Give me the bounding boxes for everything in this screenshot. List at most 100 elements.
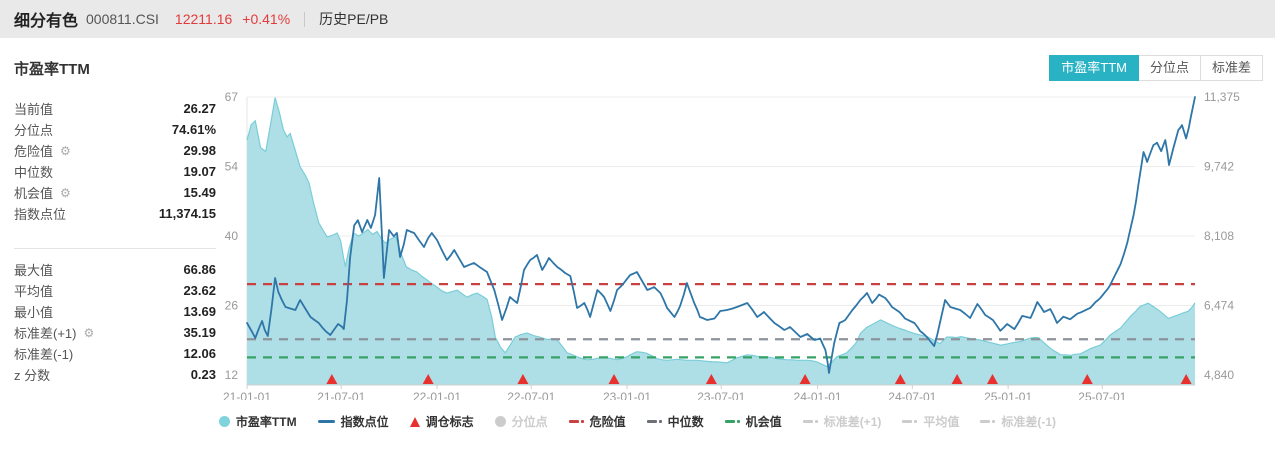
index-name: 细分有色 [14,13,79,30]
x-tick-label: 22-07-01 [507,390,555,400]
legend-label: 平均值 [923,415,960,429]
x-tick-label: 21-07-01 [317,390,365,400]
legend-item[interactable]: 标准差(-1) [980,413,1056,430]
rebalance-triangle-icon[interactable] [1180,374,1192,384]
stat-value: 23.62 [183,283,216,298]
y-axis-labels: 67 11,375 54 9,742 40 8,108 26 6,474 12 4,840 [225,90,1240,382]
legend-marker [902,420,918,423]
legend-marker [494,416,506,427]
left-axis-tick: 54 [225,160,239,174]
rebalance-triangle-icon[interactable] [799,374,811,384]
legend-label: 危险值 [589,415,626,429]
gear-icon[interactable]: ⚙ [60,143,71,158]
stat-label: 分位点 [14,123,54,138]
legend-item[interactable]: 市盈率TTM [218,413,297,430]
stat-row: 分位点 74.61% [14,119,216,140]
legend-label: 市盈率TTM [235,415,297,429]
legend-marker [568,420,584,423]
rebalance-triangle-icon[interactable] [422,374,434,384]
left-axis-tick: 26 [225,299,239,313]
stat-label: z 分数 [14,368,51,383]
legend-marker [218,416,230,427]
rebalance-triangle-icon[interactable] [1081,374,1093,384]
legend-marker [409,416,420,427]
legend-item[interactable]: 中位数 [646,413,704,430]
stat-row: 最大值 66.86 [14,259,216,280]
rebalance-triangle-icon[interactable] [517,374,529,384]
breadcrumb-history-pepb: 历史PE/PB [319,11,389,27]
stat-value: 13.69 [183,304,216,319]
stat-value: 29.98 [183,143,216,158]
index-code: 000811.CSI [86,11,159,27]
legend-item[interactable]: 指数点位 [317,413,389,430]
reference-lines [247,283,1195,359]
chart-legend: 市盈率TTM 指数点位 调仓标志 分位点 危险值 中位数 机会值 标准差(+1) 平均值 标准差(… [0,413,1275,430]
stat-label: 机会值 ⚙ [14,185,71,202]
left-axis-tick: 12 [225,368,239,382]
rebalance-triangle-icon[interactable] [705,374,717,384]
stat-value: 35.19 [183,325,216,340]
left-axis-tick: 40 [225,229,239,243]
x-tick-label: 25-01-01 [984,390,1032,400]
tab-stddev[interactable]: 标准差 [1200,55,1263,81]
legend-label: 调仓标志 [425,415,474,429]
gear-icon[interactable]: ⚙ [60,185,71,200]
right-axis-tick: 9,742 [1204,160,1234,174]
tab-quantile[interactable]: 分位点 [1138,55,1201,81]
x-tick-label: 23-01-01 [603,390,651,400]
legend-label: 标准差(-1) [1001,415,1057,429]
legend-item[interactable]: 调仓标志 [409,413,474,430]
stat-label: 平均值 [14,284,54,299]
stat-label: 最大值 [14,263,54,278]
x-tick-label: 22-01-01 [413,390,461,400]
index-price: 12211.16 [174,11,233,27]
legend-item[interactable]: 平均值 [902,413,959,430]
stat-row: 危险值 ⚙ 29.98 [14,140,216,161]
right-axis-tick: 11,375 [1204,90,1240,104]
stat-label: 最小值 [14,305,54,320]
stat-label: 指数点位 [14,207,67,222]
gear-icon[interactable]: ⚙ [83,325,95,340]
stat-value: 15.49 [183,185,216,200]
x-axis: 21-01-01 21-07-01 22-01-01 22-07-01 23-01-01… [223,384,1195,404]
rebalance-triangle-icon[interactable] [608,374,620,384]
stat-row: 平均值 23.62 [14,280,216,301]
rebalance-triangle-icon[interactable] [951,374,963,384]
tab-pe-ttm[interactable]: 市盈率TTM [1049,55,1139,81]
index-line-series [246,96,1196,374]
stat-value: 74.61% [171,122,216,137]
legend-label: 中位数 [667,415,704,429]
metric-tab-switcher: 市盈率TTM 分位点 标准差 [1049,55,1263,81]
rebalance-triangle-icon[interactable] [326,374,338,384]
chart-canvas[interactable]: 21-01-01 21-07-01 22-01-01 22-07-01 23-01-01… [0,90,1275,404]
stat-value: 66.86 [183,262,216,277]
legend-label: 标准差(+1) [823,415,882,429]
pe-ttm-chart[interactable]: 21-01-01 21-07-01 22-01-01 22-07-01 23-01-01… [0,90,1275,404]
legend-item[interactable]: 标准差(+1) [802,413,882,430]
pe-area-series [246,97,1196,385]
stat-row: 机会值 ⚙ 15.49 [14,182,216,203]
stat-value: 0.23 [190,367,216,382]
stat-row: 当前值 26.27 [14,98,216,119]
index-header-bar: 细分有色 000811.CSI 12211.16 +0.41% 历史PE/PB [0,0,1275,38]
stat-row: 标准差(-1) 12.06 [14,343,216,364]
legend-item[interactable]: 机会值 [724,413,782,430]
stats-panel: 当前值 26.27 分位点 74.61% 危险值 ⚙ 29.98 中位数 19.07 机会值 ⚙ 15… [14,98,216,385]
stats-divider [14,248,216,249]
legend-marker [802,420,818,423]
legend-item[interactable]: 危险值 [568,413,626,430]
rebalance-triangle-icon[interactable] [986,374,998,384]
index-change: +0.41% [242,11,291,27]
header-divider [304,11,306,27]
stat-row: z 分数 0.23 [14,364,216,385]
x-tick-label: 24-07-01 [888,390,936,400]
left-axis-tick: 67 [225,90,239,104]
legend-marker [724,420,740,423]
stat-label: 中位数 [14,165,54,180]
rebalance-triangle-icon[interactable] [894,374,906,384]
stat-row: 最小值 13.69 [14,301,216,322]
legend-label: 指数点位 [340,415,389,429]
legend-item[interactable]: 分位点 [494,413,548,430]
stat-label: 标准差(+1) ⚙ [14,325,95,342]
legend-label: 机会值 [745,415,782,429]
